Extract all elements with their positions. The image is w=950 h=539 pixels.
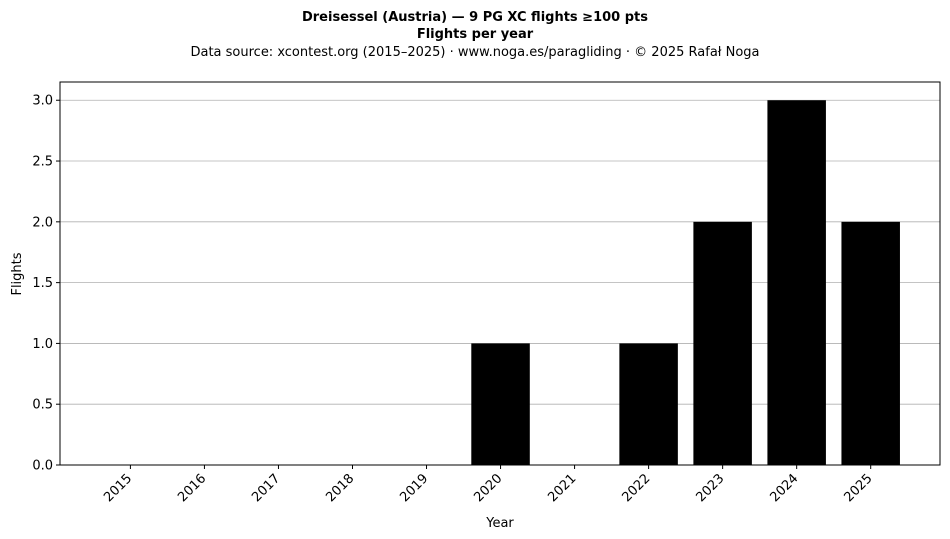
- x-tick-label: 2019: [397, 471, 431, 505]
- y-tick-label: 0.5: [32, 398, 53, 413]
- plot-frame: [59, 81, 941, 466]
- x-tick-label: 2016: [175, 471, 209, 505]
- chart-subtitle: Flights per year: [417, 27, 534, 42]
- bar: [619, 343, 678, 465]
- bar: [471, 343, 530, 465]
- bar: [841, 221, 900, 465]
- chart-source-line: Data source: xcontest.org (2015–2025) · …: [190, 45, 759, 60]
- y-tick-label: 1.0: [32, 337, 53, 352]
- y-tick-label: 0.0: [32, 459, 53, 474]
- y-tick-label: 3.0: [32, 94, 53, 109]
- bar: [767, 100, 826, 465]
- x-tick-label: 2025: [842, 471, 876, 505]
- bar: [693, 221, 752, 465]
- y-tick-label: 2.0: [32, 215, 53, 230]
- x-tick-label: 2024: [767, 471, 801, 505]
- x-tick-label: 2020: [471, 471, 505, 505]
- x-tick-label: 2018: [323, 471, 357, 505]
- x-tick-label: 2023: [693, 471, 727, 505]
- x-tick-label: 2015: [101, 471, 135, 505]
- x-tick-label: 2017: [249, 471, 283, 505]
- x-tick-label: 2022: [619, 471, 653, 505]
- y-tick-label: 1.5: [32, 276, 53, 291]
- bars: [471, 100, 900, 465]
- x-tick-label: 2021: [545, 471, 579, 505]
- x-axis-ticks: 2015 2016 2017 2018 2019 2020 2021 2022 2023 2024…: [101, 465, 876, 505]
- y-axis-ticks: 0.0 0.5 1.0 1.5 2.0 2.5 3.0: [32, 94, 60, 474]
- y-axis-label: Flights: [10, 252, 25, 295]
- chart-title: Dreisessel (Austria) — 9 PG XC flights ≥…: [302, 10, 648, 25]
- y-tick-label: 2.5: [32, 155, 53, 170]
- x-axis-label: Year: [485, 516, 514, 531]
